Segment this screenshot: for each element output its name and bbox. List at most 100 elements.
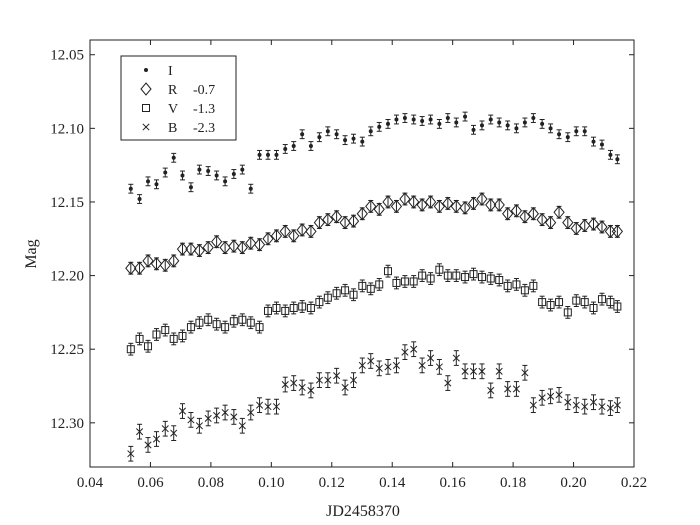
marker-cross: [324, 376, 332, 384]
marker-diamond: [262, 231, 274, 246]
data-point: [142, 254, 154, 268]
data-point: [272, 301, 281, 315]
data-point: [231, 169, 237, 179]
data-point: [479, 120, 485, 131]
data-point: [152, 431, 161, 447]
marker-dot: [283, 146, 288, 151]
data-point: [230, 409, 238, 425]
marker-diamond: [133, 261, 146, 276]
marker-diamond: [485, 198, 497, 212]
marker-diamond: [245, 236, 257, 250]
marker-cross: [264, 403, 272, 411]
marker-square: [538, 298, 547, 307]
marker-cross: [564, 398, 572, 406]
marker-diamond: [596, 220, 608, 234]
marker-dot: [497, 120, 502, 125]
data-point: [185, 242, 197, 256]
marker-cross: [401, 348, 409, 356]
data-point: [373, 202, 385, 217]
marker-cross: [170, 429, 178, 437]
marker-diamond: [228, 239, 240, 253]
marker-cross: [512, 385, 520, 393]
marker-dot: [557, 132, 562, 137]
data-point: [476, 192, 488, 206]
marker-dot: [325, 129, 330, 134]
data-point: [171, 152, 177, 163]
data-point: [281, 304, 290, 318]
marker-diamond: [570, 221, 582, 236]
data-point: [382, 195, 394, 209]
data-point: [607, 149, 613, 160]
marker-dot: [402, 116, 407, 121]
data-point: [443, 269, 452, 282]
data-point: [512, 278, 521, 291]
marker-cross: [152, 435, 161, 443]
data-point: [597, 292, 606, 306]
marker-dot: [317, 135, 322, 140]
data-point: [127, 445, 135, 462]
marker-square: [503, 281, 512, 290]
marker-diamond: [356, 206, 368, 221]
data-point: [210, 234, 223, 249]
marker-dot: [334, 132, 339, 137]
marker-dot: [266, 152, 271, 157]
marker-square: [341, 286, 350, 295]
data-point: [536, 212, 548, 227]
data-point: [564, 394, 572, 411]
marker-cross: [238, 422, 246, 430]
marker-cross: [127, 450, 135, 458]
data-point: [375, 278, 384, 291]
data-point: [467, 196, 480, 211]
data-point: [435, 263, 444, 277]
data-point: [495, 363, 503, 380]
data-point: [229, 314, 238, 328]
marker-square: [469, 270, 478, 279]
data-point: [179, 170, 185, 181]
marker-dot: [188, 185, 193, 190]
marker-cross: [495, 367, 503, 375]
marker-diamond: [373, 202, 385, 217]
marker-dot: [540, 121, 545, 126]
data-point: [461, 363, 469, 380]
marker-dot: [214, 173, 219, 178]
marker-dot: [154, 182, 159, 187]
marker-square: [486, 274, 495, 283]
data-point: [408, 195, 420, 209]
data-point: [290, 375, 298, 391]
marker-cross: [418, 361, 426, 369]
marker-diamond: [202, 240, 214, 255]
legend-series-name: R: [168, 83, 178, 98]
data-point: [410, 341, 418, 358]
marker-square: [589, 303, 598, 312]
data-point: [288, 229, 300, 243]
marker-square: [520, 286, 529, 295]
marker-cross: [221, 408, 229, 417]
marker-square: [306, 303, 315, 312]
marker-dot: [514, 126, 519, 131]
data-point: [144, 339, 153, 353]
data-point: [469, 363, 478, 380]
data-point: [205, 166, 211, 176]
data-point: [188, 182, 194, 193]
data-point: [368, 126, 374, 137]
data-point: [196, 164, 202, 175]
marker-dot: [274, 152, 279, 157]
data-point: [193, 243, 206, 258]
data-point: [323, 291, 332, 305]
marker-cross: [478, 367, 486, 375]
marker-cross: [187, 416, 195, 424]
data-point: [298, 379, 306, 396]
marker-square: [238, 315, 247, 324]
data-point: [351, 133, 357, 144]
data-point: [401, 344, 409, 361]
data-point: [442, 196, 454, 211]
marker-dot: [385, 121, 390, 126]
data-point: [611, 224, 624, 239]
marker-dot: [608, 152, 613, 157]
marker-cross: [195, 422, 203, 430]
data-point: [555, 386, 563, 403]
data-point: [445, 113, 451, 123]
marker-cross: [521, 369, 529, 377]
data-point: [504, 381, 512, 397]
